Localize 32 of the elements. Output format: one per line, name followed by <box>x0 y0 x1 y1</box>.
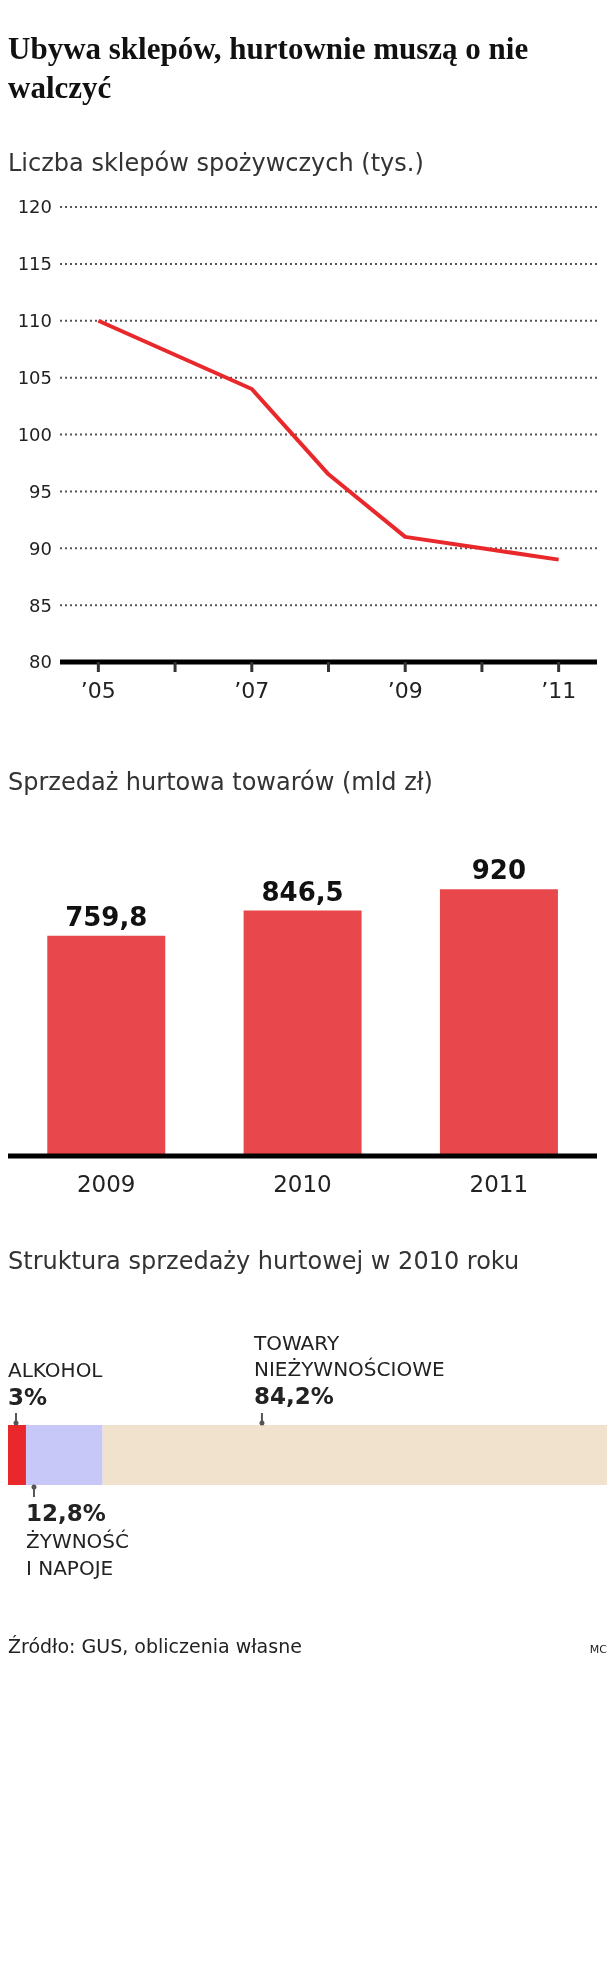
x-tick-label: 2010 <box>273 1171 332 1198</box>
y-tick-label: 105 <box>17 366 52 388</box>
x-tick-label: ’07 <box>234 677 270 703</box>
data-label: 759,8 <box>65 901 148 932</box>
x-tick-label: ’09 <box>387 677 423 703</box>
y-tick-label: 100 <box>17 423 52 445</box>
data-label: 12,8% <box>25 1500 106 1527</box>
x-tick-label: 2009 <box>76 1171 136 1198</box>
data-label: 846,5 <box>261 876 344 907</box>
y-tick-label: 95 <box>29 480 52 502</box>
chart-subtitle: Liczba sklepów spożywczych (tys.) <box>8 147 425 179</box>
text: Źródło: GUS, obliczenia własne <box>8 1635 302 1658</box>
data-label: 84,2% <box>253 1383 334 1410</box>
y-tick-label: 120 <box>17 196 52 218</box>
chart-title: Ubywa sklepów, hurtownie muszą o nie walczyć <box>8 30 530 107</box>
text: ŻYWNOŚĆ I NAPOJE <box>25 1529 130 1581</box>
y-tick-label: 110 <box>17 309 52 331</box>
x-tick-label: ’11 <box>541 677 577 703</box>
chart-title: Struktura sprzedaży hurtowej w 2010 roku <box>8 1245 521 1277</box>
text: TOWARY NIEŻYWNOŚCIOWE <box>252 1331 445 1382</box>
y-tick-label: 90 <box>29 537 52 559</box>
x-tick-label: 2011 <box>469 1171 529 1198</box>
data-label: 3% <box>8 1384 48 1411</box>
y-tick-label: 115 <box>17 252 52 274</box>
y-tick-label: 85 <box>29 594 52 616</box>
y-tick-label: 80 <box>29 651 52 673</box>
x-tick-label: ’05 <box>80 677 116 703</box>
data-label: 920 <box>471 855 527 886</box>
chart-title: Sprzedaż hurtowa towarów (mld zł) <box>8 766 434 798</box>
text: ALKOHOL <box>8 1358 104 1383</box>
line-series <box>96 318 561 562</box>
text: MC <box>589 1643 607 1657</box>
